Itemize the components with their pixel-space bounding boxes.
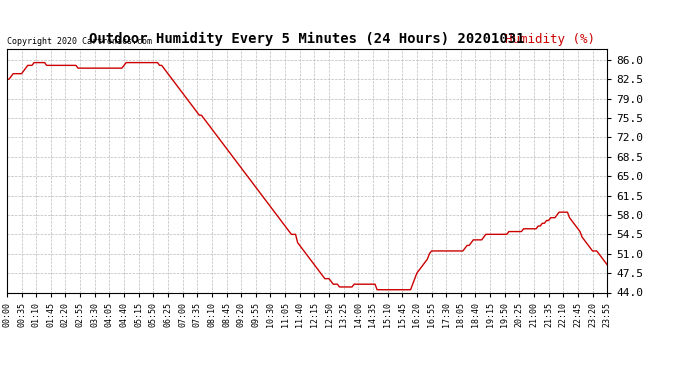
Text: Copyright 2020 Cartronics.com: Copyright 2020 Cartronics.com: [7, 38, 152, 46]
Title: Outdoor Humidity Every 5 Minutes (24 Hours) 20201031: Outdoor Humidity Every 5 Minutes (24 Hou…: [89, 32, 525, 46]
Text: Humidity (%): Humidity (%): [505, 33, 595, 46]
